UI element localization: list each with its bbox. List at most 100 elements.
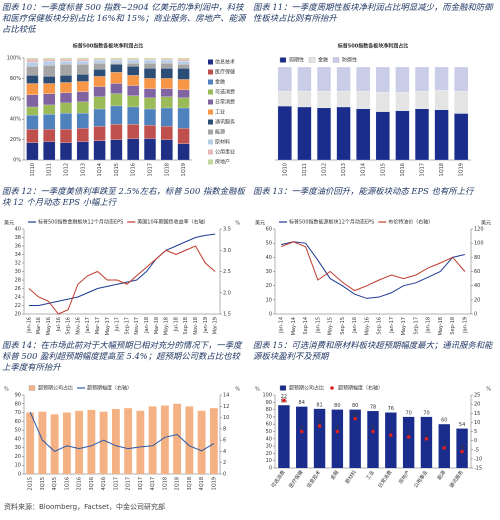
x-tick-label: 可选消费 [270, 469, 287, 489]
bar-segment [177, 107, 190, 129]
legend-label: 美国10年期国债收益率（右轴） [137, 219, 208, 226]
bar-segment [43, 104, 56, 115]
bar-segment [110, 72, 123, 84]
figure: 图表 13：一季度油价回升，能源板块动态 EPS 也有所上行 美元 美元 0 10 20 3… [253, 186, 498, 340]
bar-segment [127, 59, 140, 64]
figure-caption: 图表 10：一季度标普 500 指数~2904 亿美元的净利润中，科技和医疗保健… [2, 2, 246, 34]
legend-swatch [208, 159, 213, 165]
y-tick-label: 100 [474, 241, 484, 247]
legend-label: 医疗保健 [215, 69, 235, 76]
legend-label: 标普500指数金融板块12个月动态EPS [38, 219, 123, 226]
point [335, 429, 340, 434]
bar-segment [110, 93, 123, 107]
x-tick-label: 1Q13 [80, 163, 86, 176]
x-tick-label: Jul-17 [115, 317, 121, 332]
bar-segment [336, 91, 351, 108]
bar-segment [375, 66, 390, 93]
x-tick-label: 1Q16 [131, 163, 137, 176]
data-label: 22 [281, 394, 287, 400]
y-tick-label: 0 [474, 438, 477, 444]
y-tick-label: 30 [15, 445, 21, 451]
figure: 图表 14：在市场此前对于大幅预期已相对充分的情况下，一季度标普 500 盈利超… [2, 340, 247, 500]
x-tick-label: 工业 [364, 469, 375, 481]
bar [313, 408, 326, 468]
bar-segment [160, 58, 173, 61]
point [406, 435, 411, 439]
bar [111, 409, 120, 474]
x-tick-label: Mar-16 [36, 317, 42, 334]
point [282, 398, 286, 403]
legend-swatch [208, 139, 213, 145]
y-axis-label: 美元 [255, 220, 265, 227]
y-tick-label: 32 [15, 261, 21, 267]
x-tick-label: Jan-14 [279, 317, 285, 334]
bar [38, 411, 47, 474]
figure-caption: 图表 11：一季度周期性板块净利润占比明显减少，而金融和防御性板块占比则有所抬升 [253, 2, 493, 23]
bar-segment [60, 57, 72, 60]
bar-segment [110, 124, 123, 140]
x-tick-label: 2Q16 [77, 477, 83, 490]
y-tick-label: 5 [474, 429, 477, 435]
y-tick-label: 36 [15, 244, 21, 250]
x-tick-label: May-18 [164, 317, 170, 335]
bar-segment [277, 66, 292, 92]
bar-segment [60, 64, 72, 76]
x-tick-label: May-14 [291, 317, 297, 335]
y-tick-label: -5 [474, 447, 479, 453]
data-label: 80 [334, 403, 340, 409]
legend-label: 金融 [318, 57, 328, 64]
data-label: 54 [459, 422, 465, 428]
x-tick-label: Sep-18 [183, 317, 189, 335]
bar-segment [415, 108, 429, 161]
bar-segment [93, 59, 106, 64]
data-label: 70 [423, 410, 429, 416]
legend-label: 超预期公司占比 [289, 385, 324, 392]
bar [148, 406, 157, 474]
x-tick-label: 4Q16 [101, 477, 107, 490]
data-label: 3 [389, 429, 392, 435]
bar-segment [43, 76, 56, 84]
y-tick-label: 10 [266, 297, 272, 303]
bar-segment [317, 107, 331, 161]
bar-segment [144, 63, 156, 69]
chart: % % 0 10 20 30 40 50 60 70 80 90 0 2 4 6 8 10 12 14 2Q15 3Q15… [4, 385, 240, 491]
y-tick-label: 10 [474, 420, 480, 426]
x-tick-label: 1Q16 [64, 477, 70, 490]
legend-label: 超预期幅度（右轴） [87, 385, 132, 392]
bar-segment [415, 66, 429, 92]
bar-segment [76, 141, 89, 161]
legend-swatch [208, 79, 213, 85]
bar-segment [60, 75, 72, 83]
bar-segment [297, 66, 312, 92]
y-tick-label: 40 [15, 436, 21, 442]
y-tick-label: 0 [269, 466, 272, 472]
bar-segment [26, 58, 39, 63]
x-tick-label: 1Q19 [459, 163, 465, 176]
x-tick-label: 1Q16 [400, 163, 406, 176]
y-tick-label: 3.0 [223, 248, 231, 254]
x-tick-label: Mar-17 [95, 317, 101, 334]
y-axis-label: % [255, 387, 260, 393]
bar-segment [60, 129, 72, 143]
bar-segment [177, 97, 190, 109]
point [389, 433, 393, 437]
legend-swatch [330, 386, 334, 390]
y-tick-label: 3.5 [223, 227, 231, 233]
y-tick-label: 0 [18, 472, 21, 478]
bar-segment [26, 142, 39, 161]
y-tick-label: 90 [266, 400, 272, 406]
y-tick-label: 40 [266, 436, 272, 442]
y-axis-label: 美元 [4, 220, 14, 227]
x-tick-label: 公用事业 [412, 469, 429, 489]
bar-segment [110, 83, 123, 94]
bar-segment [160, 107, 173, 127]
bar-segment [26, 75, 39, 84]
bar-segment [93, 96, 106, 110]
x-tick-label: 1Q17 [113, 477, 119, 490]
figure: 图表 11：一季度周期性板块净利润占比明显减少，而金融和防御性板块占比则有所抬升… [253, 2, 498, 186]
bar-segment [127, 138, 140, 161]
x-tick-label: Jan-19 [203, 317, 209, 334]
point [460, 449, 464, 454]
x-tick-label: 能源 [436, 469, 447, 481]
point [442, 446, 447, 450]
